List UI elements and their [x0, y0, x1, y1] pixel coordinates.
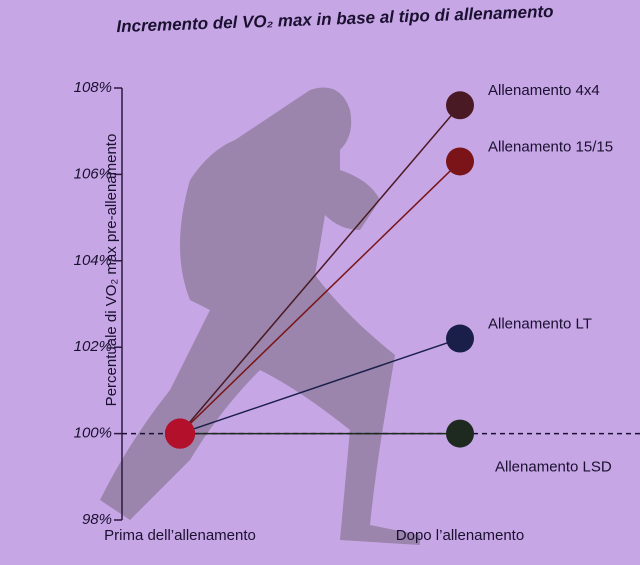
x-tick-label: Dopo l’allenamento — [396, 527, 524, 544]
end-marker — [446, 419, 474, 448]
legend-label: Allenamento 15/15 — [488, 138, 613, 155]
legend-label: Allenamento LSD — [495, 459, 612, 476]
y-tick-label: 106% — [74, 165, 112, 182]
series-line — [179, 337, 461, 435]
x-tick-label: Prima dell’allenamento — [104, 527, 256, 544]
series-line — [179, 104, 461, 435]
legend-label: Allenamento 4x4 — [488, 82, 600, 99]
y-tick-label: 102% — [74, 338, 112, 355]
end-marker — [446, 91, 474, 120]
end-marker — [446, 147, 474, 176]
y-tick-label: 108% — [74, 79, 112, 96]
start-marker — [165, 418, 195, 449]
y-tick-label: 100% — [74, 425, 112, 442]
legend-label: Allenamento LT — [488, 316, 592, 333]
y-axis-label: Percentuale di VO₂ max pre-allenamento — [103, 134, 120, 407]
y-tick-label: 104% — [74, 252, 112, 269]
end-marker — [446, 324, 474, 353]
series-line — [179, 160, 461, 435]
y-tick-label: 98% — [82, 511, 112, 528]
